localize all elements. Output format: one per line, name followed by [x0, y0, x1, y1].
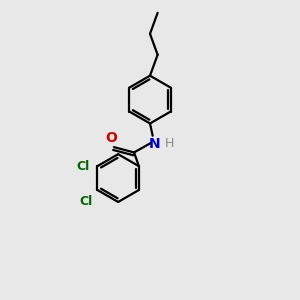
Text: H: H	[164, 137, 174, 150]
Text: Cl: Cl	[77, 160, 90, 172]
Text: N: N	[149, 137, 160, 151]
Text: Cl: Cl	[79, 195, 92, 208]
Text: O: O	[105, 131, 117, 145]
